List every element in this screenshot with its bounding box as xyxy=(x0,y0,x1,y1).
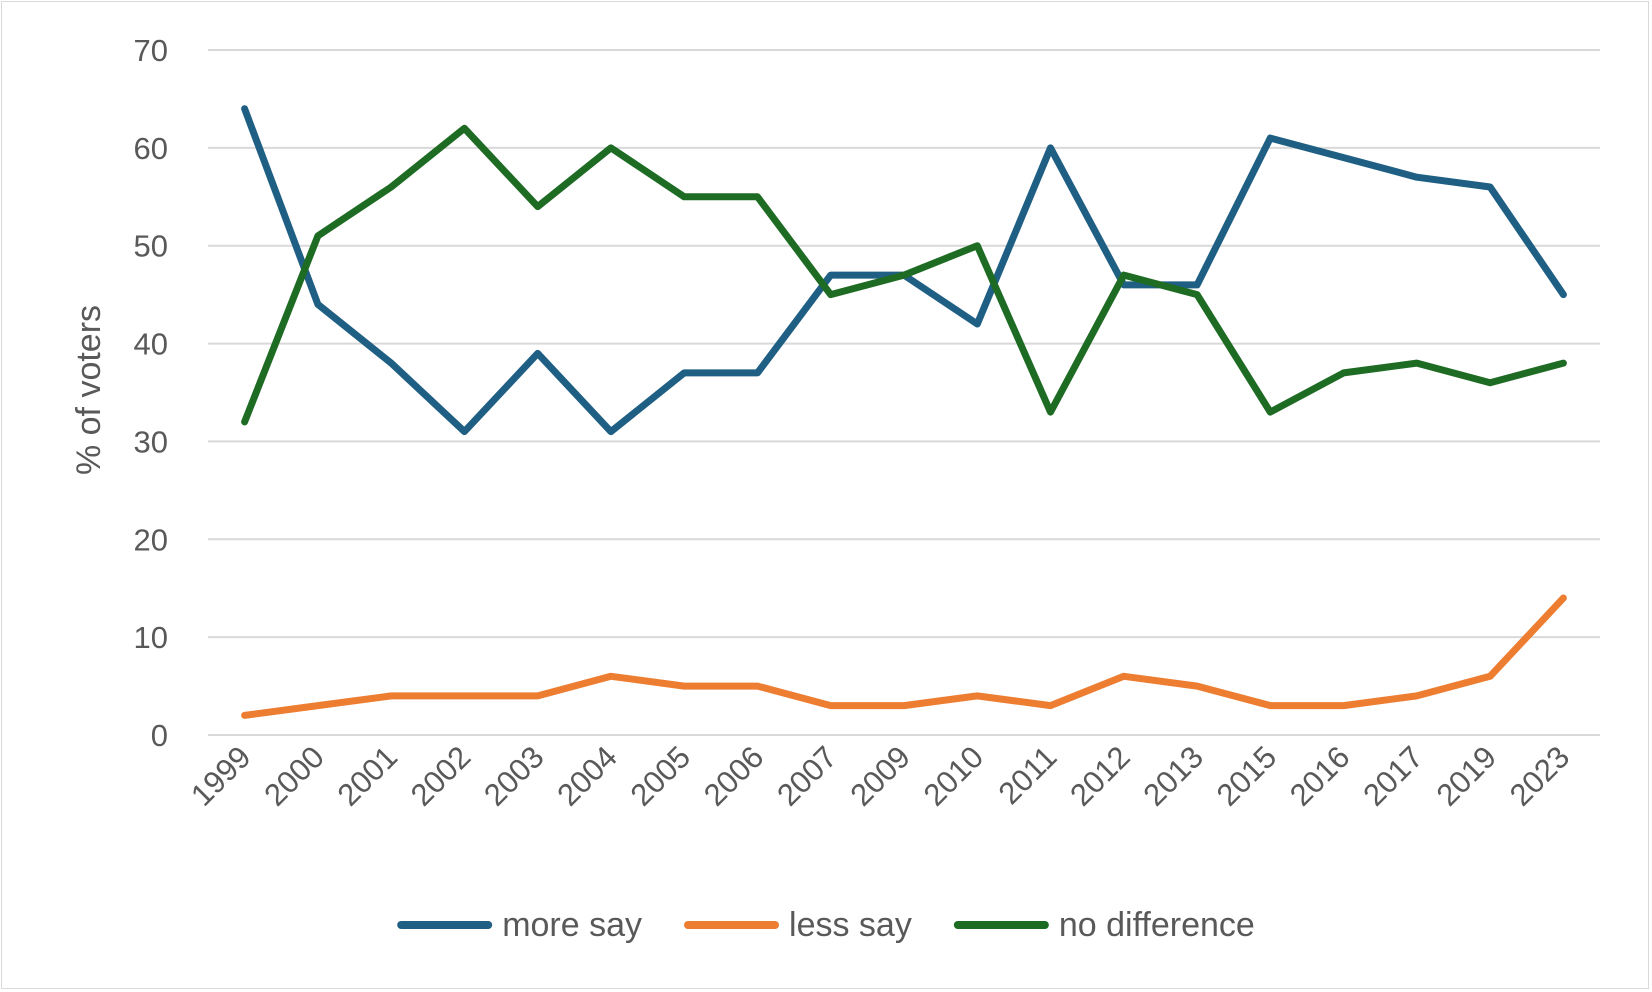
y-tick-label: 60 xyxy=(134,131,168,166)
x-tick-label: 2007 xyxy=(770,739,844,813)
x-tick-label: 2011 xyxy=(992,739,1064,811)
y-tick-labels: 0 10 20 30 40 50 60 70 xyxy=(134,33,168,753)
y-tick-label: 20 xyxy=(134,522,168,557)
x-tick-labels: 1999 2000 2001 2002 2003 2004 2005 2006 2007 2009… xyxy=(184,739,1576,813)
x-tick-label: 2002 xyxy=(404,739,478,813)
x-tick-label: 2009 xyxy=(843,739,917,813)
x-tick-label: 2016 xyxy=(1283,739,1357,813)
legend-label: more say xyxy=(502,906,642,944)
series-line xyxy=(241,105,1567,436)
y-tick-label: 0 xyxy=(151,718,168,753)
x-tick-label: 2023 xyxy=(1503,739,1577,813)
x-tick-label: 2015 xyxy=(1210,739,1284,813)
y-tick-label: 40 xyxy=(134,327,168,362)
x-tick-label: 2006 xyxy=(697,739,771,813)
x-tick-label: 2004 xyxy=(550,739,624,813)
x-tick-label: 2000 xyxy=(257,739,331,813)
x-tick-label: 2017 xyxy=(1356,739,1430,813)
x-tick-label: 2013 xyxy=(1136,739,1210,813)
gridlines xyxy=(208,49,1600,736)
legend: more say less say no difference xyxy=(397,906,1255,944)
x-tick-label: 1999 xyxy=(184,739,258,813)
x-tick-label: 2003 xyxy=(477,739,551,813)
y-axis-title: % of voters xyxy=(70,305,108,475)
x-tick-label: 2012 xyxy=(1063,739,1137,813)
x-tick-label: 2010 xyxy=(917,739,991,813)
series-lines xyxy=(241,105,1567,719)
legend-item-more-say: more say xyxy=(397,906,642,944)
x-tick-label: 2019 xyxy=(1430,739,1504,813)
series-less-say xyxy=(241,594,1567,719)
y-tick-label: 30 xyxy=(134,424,168,459)
series-line xyxy=(241,594,1567,719)
x-tick-label: 2001 xyxy=(331,739,405,813)
y-tick-label: 10 xyxy=(134,620,168,655)
legend-label: no difference xyxy=(1059,906,1255,944)
y-tick-label: 70 xyxy=(134,33,168,68)
x-tick-label: 2005 xyxy=(624,739,698,813)
legend-item-no-difference: no difference xyxy=(953,906,1255,944)
legend-label: less say xyxy=(789,906,912,944)
series-no-difference xyxy=(241,124,1567,426)
y-tick-label: 50 xyxy=(134,229,168,264)
series-more-say xyxy=(241,105,1567,436)
legend-item-less-say: less say xyxy=(684,906,912,944)
